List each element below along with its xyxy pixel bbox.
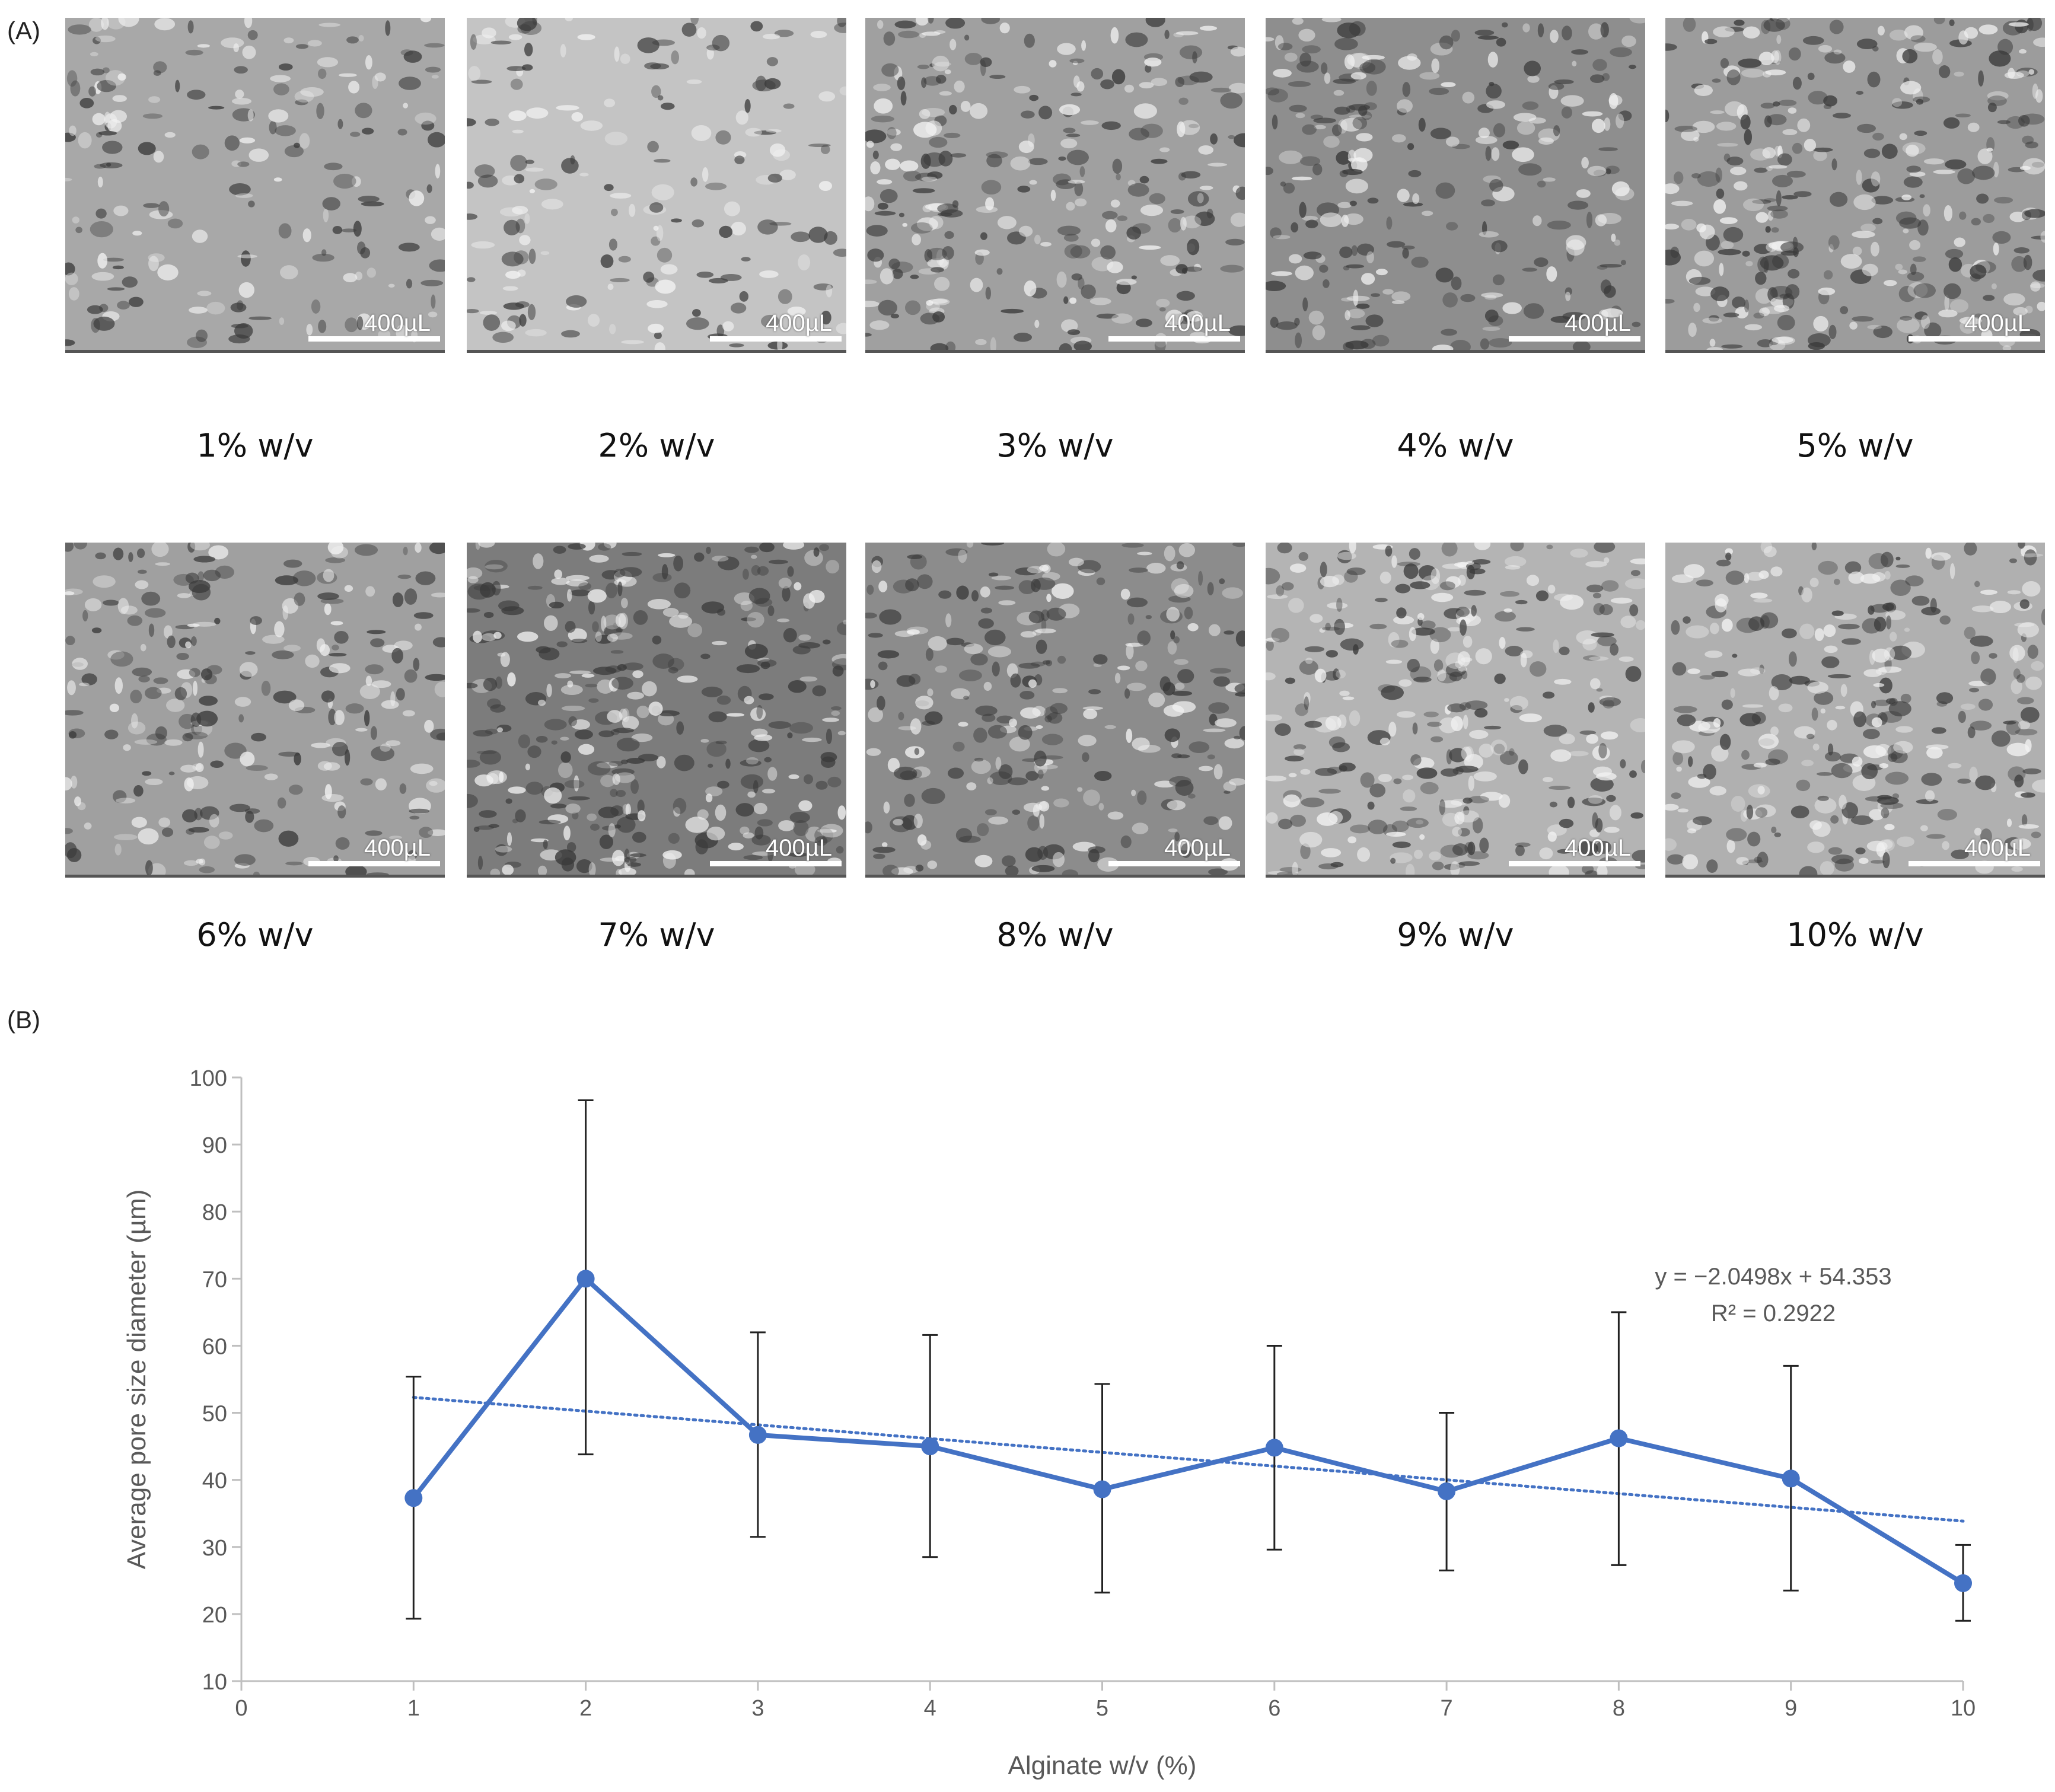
sem-image-caption: 5% w/v xyxy=(1796,427,1914,464)
sem-image-caption: 9% w/v xyxy=(1397,916,1514,954)
scale-bar xyxy=(710,336,842,342)
data-point xyxy=(1610,1429,1628,1447)
data-point xyxy=(1438,1482,1456,1500)
sem-image: 400µL xyxy=(467,543,846,878)
y-tick-label: 40 xyxy=(202,1469,227,1494)
data-point xyxy=(1782,1469,1800,1488)
sem-image-caption: 7% w/v xyxy=(598,916,715,954)
y-tick-label: 100 xyxy=(190,1066,227,1091)
sem-image: 400µL xyxy=(65,18,445,353)
trendline-r-squared: R² = 0.2922 xyxy=(1711,1300,1836,1327)
x-tick-label: 4 xyxy=(924,1696,936,1721)
sem-image-caption: 8% w/v xyxy=(996,916,1114,954)
scale-bar xyxy=(1909,336,2040,342)
data-point xyxy=(748,1426,767,1444)
y-tick-label: 80 xyxy=(202,1200,227,1225)
scale-bar-label: 400µL xyxy=(765,310,832,336)
x-tick-label: 9 xyxy=(1785,1696,1797,1721)
x-tick-label: 1 xyxy=(407,1696,420,1721)
scale-bar xyxy=(308,861,440,866)
sem-image-caption: 10% w/v xyxy=(1786,916,1924,954)
sem-image-caption: 6% w/v xyxy=(196,916,314,954)
scale-bar-label: 400µL xyxy=(765,835,832,861)
sem-image: 400µL xyxy=(1665,543,2045,878)
y-tick-label: 20 xyxy=(202,1603,227,1628)
x-axis-title: Alginate w/v (%) xyxy=(1008,1751,1197,1780)
data-point xyxy=(1265,1439,1283,1457)
scale-bar-label: 400µL xyxy=(1164,310,1231,336)
panel-a-label: (A) xyxy=(7,17,40,44)
data-point xyxy=(1093,1480,1111,1498)
scale-bar xyxy=(1509,861,1640,866)
sem-image-caption: 2% w/v xyxy=(598,427,715,464)
sem-image: 400µL xyxy=(1266,18,1645,353)
panel-b-label: (B) xyxy=(7,1006,40,1034)
y-tick-label: 90 xyxy=(202,1133,227,1158)
x-tick-label: 7 xyxy=(1441,1696,1453,1721)
y-tick-label: 30 xyxy=(202,1536,227,1561)
series-line xyxy=(412,1276,1965,1586)
trendline-equation: y = −2.0498x + 54.353 xyxy=(1655,1264,1891,1290)
scale-bar xyxy=(1108,336,1240,342)
sem-image: 400µL xyxy=(865,543,1245,878)
sem-image: 400µL xyxy=(467,18,846,353)
y-tick-label: 10 xyxy=(202,1670,227,1695)
y-axis-title: Average pore size diameter (µm) xyxy=(122,1190,151,1570)
x-tick-label: 5 xyxy=(1096,1696,1108,1721)
scale-bar xyxy=(1509,336,1640,342)
x-tick-label: 8 xyxy=(1613,1696,1625,1721)
scale-bar-label: 400µL xyxy=(1964,835,2031,861)
x-tick-label: 6 xyxy=(1268,1696,1280,1721)
x-tick-label: 3 xyxy=(751,1696,764,1721)
scale-bar xyxy=(710,861,842,866)
scale-bar-label: 400µL xyxy=(1964,310,2031,336)
sem-image: 400µL xyxy=(1665,18,2045,353)
scale-bar-label: 400µL xyxy=(1564,835,1631,861)
sem-image: 400µL xyxy=(1266,543,1645,878)
pore-size-chart: 10 20 30 40 50 60 70 80 90 100 0 1 2 3 4 5 6 7 8 9 10 Alginat… xyxy=(122,1066,1976,1780)
sem-image: 400µL xyxy=(865,18,1245,353)
scale-bar xyxy=(308,336,440,342)
sem-image-caption: 3% w/v xyxy=(996,427,1114,464)
y-tick-label: 50 xyxy=(202,1402,227,1427)
data-point xyxy=(404,1489,423,1507)
scale-bar-label: 400µL xyxy=(1164,835,1231,861)
scale-bar xyxy=(1108,861,1240,866)
y-tick-label: 60 xyxy=(202,1334,227,1359)
x-tick-label: 10 xyxy=(1951,1696,1976,1721)
sem-image: 400µL xyxy=(65,543,445,878)
data-point xyxy=(1954,1574,1972,1592)
scale-bar-label: 400µL xyxy=(364,310,431,336)
scale-bar xyxy=(1909,861,2040,866)
x-tick-label: 0 xyxy=(235,1696,247,1721)
sem-image-caption: 4% w/v xyxy=(1397,427,1514,464)
scale-bar-label: 400µL xyxy=(1564,310,1631,336)
scale-bar-label: 400µL xyxy=(364,835,431,861)
sem-image-caption: 1% w/v xyxy=(196,427,314,464)
y-tick-label: 70 xyxy=(202,1267,227,1292)
trendline xyxy=(412,1396,1965,1523)
data-point xyxy=(921,1437,939,1456)
x-tick-label: 2 xyxy=(579,1696,592,1721)
data-point xyxy=(576,1270,595,1288)
